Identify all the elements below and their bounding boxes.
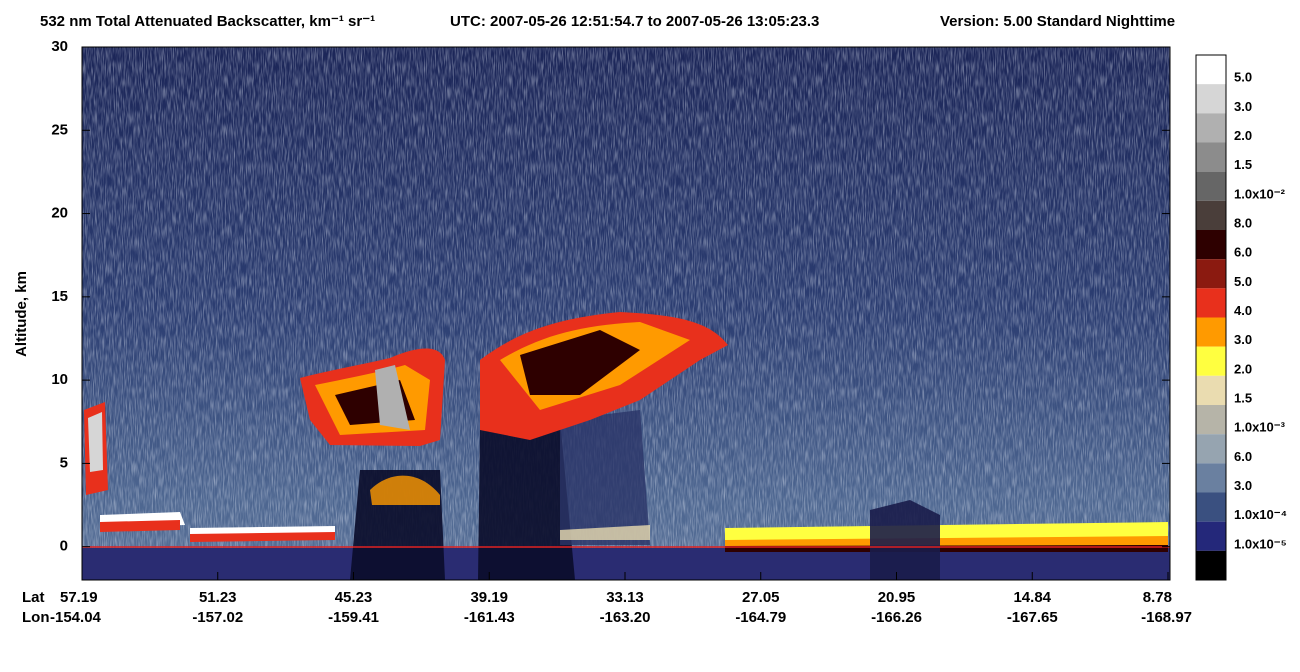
y-tick-label: 10 [51, 371, 68, 388]
colorbar-swatch [1196, 405, 1226, 435]
lon-label: -154.04 [50, 609, 102, 626]
colorbar-swatch [1196, 84, 1226, 114]
colorbar-label: 2.0 [1234, 128, 1252, 143]
lat-label: 45.23 [335, 589, 373, 606]
colorbar-label: 5.0 [1234, 274, 1252, 289]
y-tick-label: 5 [60, 454, 68, 471]
colorbar-swatch [1196, 550, 1226, 580]
backscatter-image [82, 47, 1170, 580]
colorbar-swatch [1196, 200, 1226, 230]
colorbar-swatch [1196, 55, 1226, 85]
colorbar-swatch [1196, 259, 1226, 289]
lat-label: 27.05 [742, 589, 780, 606]
colorbar-label: 3.0 [1234, 99, 1252, 114]
colorbar-swatch [1196, 521, 1226, 551]
lon-label: -164.79 [735, 609, 786, 626]
colorbar-label: 1.5 [1234, 157, 1252, 172]
y-tick-label: 0 [60, 538, 68, 555]
colorbar-label: 3.0 [1234, 478, 1252, 493]
colorbar-label: 6.0 [1234, 245, 1252, 260]
colorbar-swatch [1196, 375, 1226, 405]
lat-label: 51.23 [199, 589, 237, 606]
y-tick-label: 15 [51, 288, 68, 305]
y-tick-label: 20 [51, 205, 68, 222]
colorbar-label: 4.0 [1234, 303, 1252, 318]
colorbar-swatch [1196, 142, 1226, 172]
colorbar-swatch [1196, 317, 1226, 347]
colorbar-label: 8.0 [1234, 215, 1252, 230]
lon-label: -167.65 [1007, 609, 1058, 626]
version: Version: 5.00 Standard Nighttime [940, 13, 1175, 30]
colorbar-label: 2.0 [1234, 361, 1252, 376]
lat-label: 39.19 [470, 589, 508, 606]
lon-label: -163.20 [600, 609, 651, 626]
y-tick-label: 25 [51, 121, 68, 138]
y-axis-label: Altitude, km [13, 271, 30, 357]
colorbar-frame [1195, 54, 1227, 581]
time-range: UTC: 2007-05-26 12:51:54.7 to 2007-05-26… [450, 13, 819, 30]
colorbar-swatch [1196, 288, 1226, 318]
colorbar-label: 6.0 [1234, 449, 1252, 464]
lat-label: 57.19 [60, 589, 98, 606]
lat-label: 33.13 [606, 589, 644, 606]
colorbar-label: 5.0 [1234, 70, 1252, 85]
lon-label: -159.41 [328, 609, 379, 626]
colorbar-swatch [1196, 113, 1226, 143]
colorbar-label: 1.0x10⁻⁵ [1234, 536, 1287, 551]
colorbar-swatch [1196, 492, 1226, 522]
colorbar-swatch [1196, 346, 1226, 376]
colorbar-label: 1.0x10⁻³ [1234, 420, 1286, 435]
lon-label: -166.26 [871, 609, 922, 626]
lat-label: 14.84 [1013, 589, 1051, 606]
lon-label: -161.43 [464, 609, 515, 626]
colorbar-swatch [1196, 434, 1226, 464]
colorbar-swatch [1196, 463, 1226, 493]
x-row-label: Lat [22, 589, 45, 606]
colorbar-swatch [1196, 230, 1226, 260]
colorbar-swatch [1196, 171, 1226, 201]
y-tick-label: 30 [51, 38, 68, 55]
colorbar-label: 1.0x10⁻⁴ [1234, 507, 1287, 522]
chart-title: 532 nm Total Attenuated Backscatter, km⁻… [40, 13, 375, 30]
colorbar-label: 3.0 [1234, 332, 1252, 347]
colorbar-label: 1.0x10⁻² [1234, 186, 1286, 201]
lat-label: 20.95 [878, 589, 916, 606]
lon-label: -157.02 [192, 609, 243, 626]
colorbar: 5.0 3.0 2.0 1.5 1.0x10⁻² 8.0 6.0 5.0 4.0 3.0 2.0 1.… [1195, 54, 1287, 581]
x-row-label: Lon [22, 609, 50, 626]
lat-label: 8.78 [1143, 589, 1172, 606]
lon-label: -168.97 [1141, 609, 1192, 626]
colorbar-label: 1.5 [1234, 390, 1252, 405]
